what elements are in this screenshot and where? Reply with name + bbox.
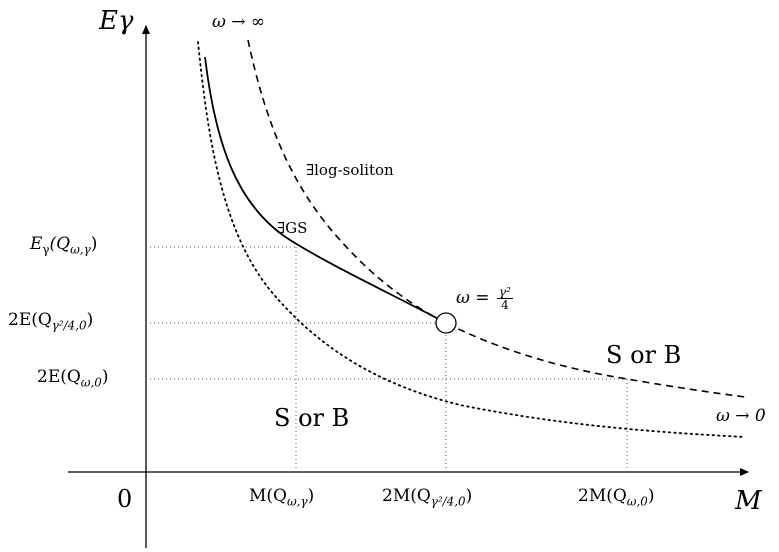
solid-curve [204,56,447,324]
y-tick-2e-omega-0: 2E(Qω,0) [37,367,109,390]
omega-zero-label: ω → 0 [716,406,766,426]
y-axis-label: Eγ [99,6,134,36]
omega-fraction: γ² 4 [496,285,513,312]
x-axis-label: M [735,486,762,516]
omega-infinity-label: ω → ∞ [212,12,266,32]
region-label-lower: S or B [274,404,350,432]
x-tick-2m-omega-0: 2M(Qω,0) [578,486,655,509]
x-tick-m-omega-gamma: M(Qω,γ) [249,486,315,509]
origin-label: 0 [117,485,133,513]
dotted-curve [197,41,746,438]
log-soliton-label: ∃log-soliton [306,161,394,179]
region-label-upper: S or B [606,341,682,369]
critical-point [435,312,457,334]
gs-label: ∃GS [277,219,308,237]
y-tick-egamma: Eγ(Qω,γ) [30,234,98,257]
y-tick-2e-gamma-sq: 2E(Qγ²/4,0) [8,310,94,333]
x-tick-2m-gamma-sq: 2M(Qγ²/4,0) [382,486,473,509]
guide-lines [146,246,628,472]
omega-equals-label: ω = γ² 4 [456,285,513,312]
